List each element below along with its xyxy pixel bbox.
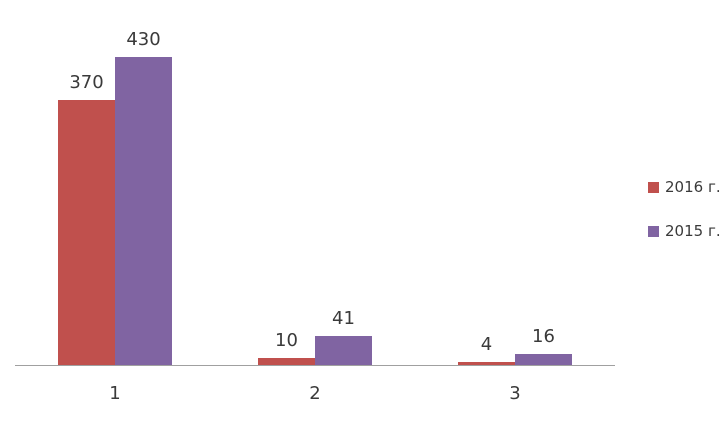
legend-label: 2016 г. xyxy=(665,178,721,196)
data-label: 16 xyxy=(532,326,555,347)
legend: 2016 г. 2015 г. xyxy=(648,178,721,266)
legend-entry-2015: 2015 г. xyxy=(648,222,721,240)
x-axis-line xyxy=(15,365,615,366)
legend-entry-2016: 2016 г. xyxy=(648,178,721,196)
data-label: 41 xyxy=(332,308,355,329)
bar-series1-cat3 xyxy=(458,362,515,365)
bar-series1-cat1 xyxy=(58,100,115,365)
x-axis-tick-label: 3 xyxy=(509,383,521,404)
data-label: 10 xyxy=(275,330,298,351)
bar-series1-cat2 xyxy=(258,358,315,365)
legend-swatch xyxy=(648,225,659,237)
data-label: 370 xyxy=(69,72,104,93)
x-axis-tick-label: 1 xyxy=(109,383,121,404)
x-axis-tick-label: 2 xyxy=(309,383,321,404)
legend-swatch xyxy=(648,181,659,193)
bar-series2-cat3 xyxy=(515,354,572,365)
data-label: 430 xyxy=(126,29,161,50)
data-label: 4 xyxy=(480,334,493,355)
legend-label: 2015 г. xyxy=(665,222,721,240)
bar-series2-cat1 xyxy=(115,57,172,365)
bar-series2-cat2 xyxy=(315,336,372,365)
